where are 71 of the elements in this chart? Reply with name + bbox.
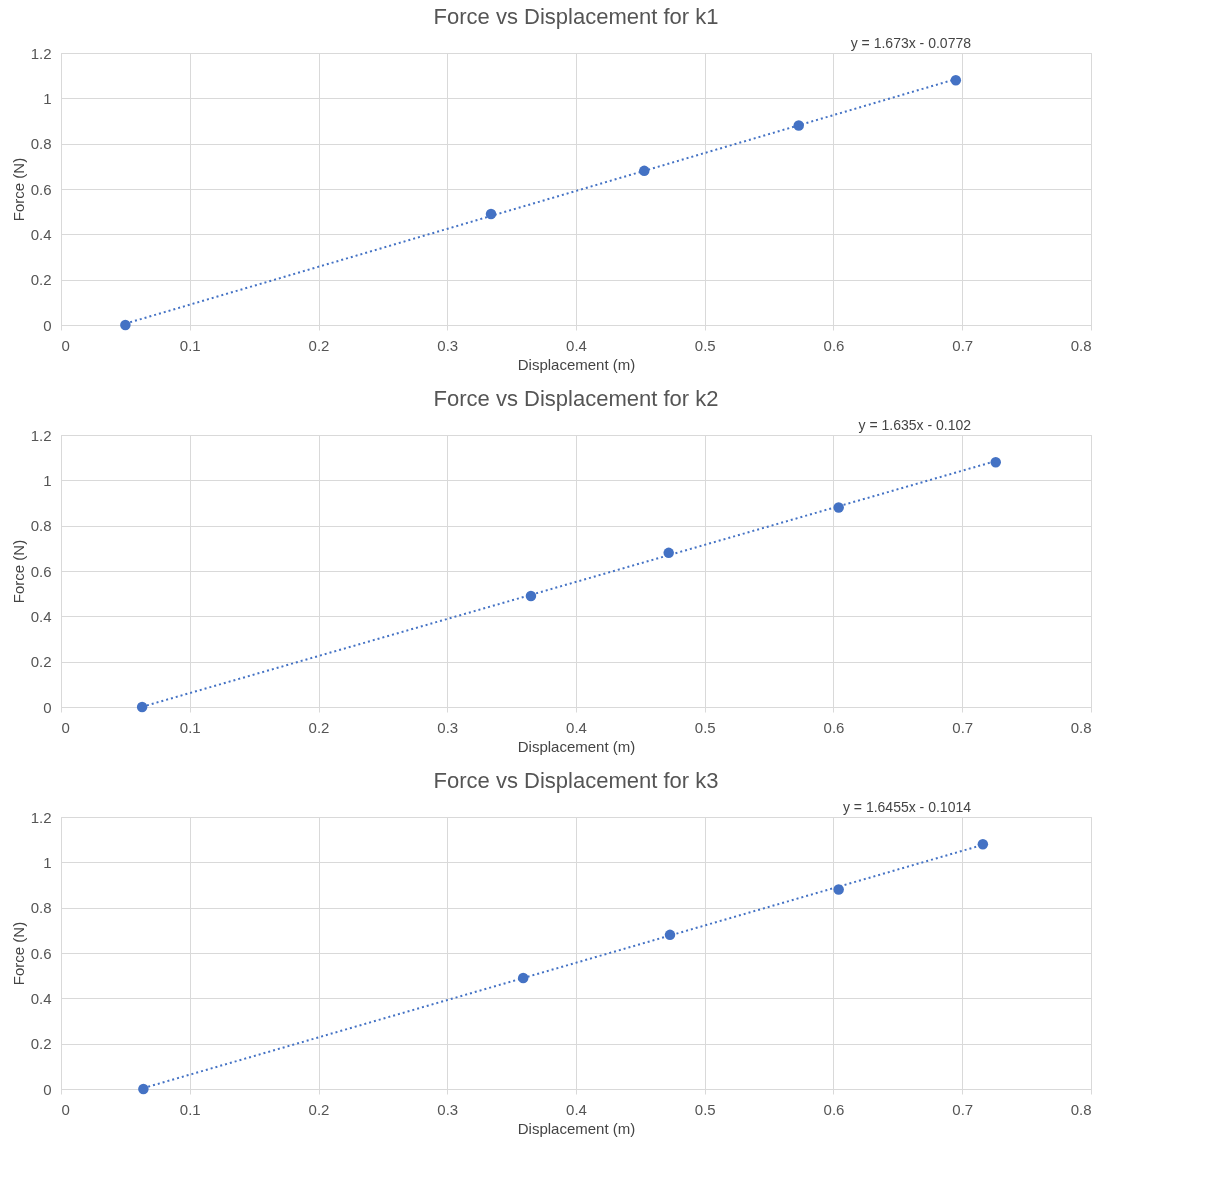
point (833, 884, 844, 895)
x-tick-label: 0.5 (694, 1100, 716, 1118)
x-tick-label: 0.8 (1070, 336, 1092, 354)
y-tick-label: 0 (43, 1080, 52, 1098)
y-tick-label: 1 (43, 89, 52, 107)
y-tick-label: 1.2 (30, 44, 52, 62)
point (485, 208, 497, 220)
x-axis-title: Displacement (m) (517, 355, 636, 373)
y-tick-label: 0.6 (30, 562, 52, 580)
x-tick-label: 0.2 (308, 718, 330, 736)
x-tick-label: 0.4 (566, 1100, 587, 1118)
text: y = 1.635x - 0.102 (858, 417, 972, 433)
y-tick-label: 0.6 (30, 944, 52, 962)
y-axis-title: Force (N) (9, 539, 27, 604)
y-tick-label: 0.6 (30, 180, 52, 198)
x-tick-label: 0.3 (437, 1100, 459, 1118)
x-tick-label: 0 (61, 718, 70, 736)
point (833, 502, 844, 513)
y-tick-label: 0.2 (30, 653, 52, 671)
y-tick-label: 0.2 (30, 1035, 52, 1053)
point (136, 701, 148, 713)
chart-title: Force vs Displacement for k3 (433, 768, 719, 793)
x-tick-label: 0.7 (952, 718, 974, 736)
point (990, 456, 1001, 468)
text: y = 1.6455x - 0.1014 (842, 799, 972, 815)
point (977, 838, 989, 850)
point (950, 74, 962, 86)
x-tick-label: 0.1 (179, 336, 201, 354)
y-tick-label: 0.8 (30, 135, 52, 153)
y-axis-title: Force (N) (9, 157, 27, 222)
y-tick-label: 1.2 (30, 426, 52, 444)
x-tick-label: 0.3 (437, 336, 459, 354)
x-axis-title: Displacement (m) (517, 737, 636, 755)
x-axis-title: Displacement (m) (517, 1119, 636, 1137)
x-tick-label: 0.7 (952, 336, 974, 354)
x-tick-label: 0.2 (308, 336, 330, 354)
y-tick-label: 0.4 (30, 989, 52, 1007)
x-tick-label: 0.6 (823, 336, 845, 354)
chart-title: Force vs Displacement for k2 (433, 386, 719, 411)
point (525, 590, 537, 602)
x-tick-label: 0.5 (694, 718, 716, 736)
point (138, 1083, 149, 1095)
x-tick-label: 0.1 (179, 718, 201, 736)
y-tick-label: 0.8 (30, 899, 52, 917)
x-tick-label: 0.4 (566, 336, 587, 354)
x-tick-label: 0.1 (179, 1100, 201, 1118)
y-tick-label: 1 (43, 853, 52, 871)
point (793, 120, 804, 131)
x-tick-label: 0.6 (823, 718, 845, 736)
y-axis-title: Force (N) (9, 921, 27, 986)
x-tick-label: 0.2 (308, 1100, 330, 1118)
chart-title: Force vs Displacement for k1 (433, 4, 719, 29)
y-tick-label: 0.8 (30, 517, 52, 535)
x-tick-label: 0.6 (823, 1100, 845, 1118)
y-tick-label: 1 (43, 471, 52, 489)
point (120, 319, 131, 331)
y-tick-label: 0 (43, 316, 52, 334)
y-tick-label: 0.4 (30, 225, 52, 243)
x-tick-label: 0 (61, 1100, 70, 1118)
y-tick-label: 0.4 (30, 607, 52, 625)
x-tick-label: 0.5 (694, 336, 716, 354)
text: y = 1.673x - 0.0778 (850, 35, 972, 51)
x-tick-label: 0.7 (952, 1100, 974, 1118)
y-tick-label: 1.2 (30, 808, 52, 826)
y-tick-label: 0.2 (30, 271, 52, 289)
x-tick-label: 0.4 (566, 718, 587, 736)
x-tick-label: 0.8 (1070, 1100, 1092, 1118)
x-tick-label: 0 (61, 336, 70, 354)
y-tick-label: 0 (43, 698, 52, 716)
x-tick-label: 0.3 (437, 718, 459, 736)
x-tick-label: 0.8 (1070, 718, 1092, 736)
